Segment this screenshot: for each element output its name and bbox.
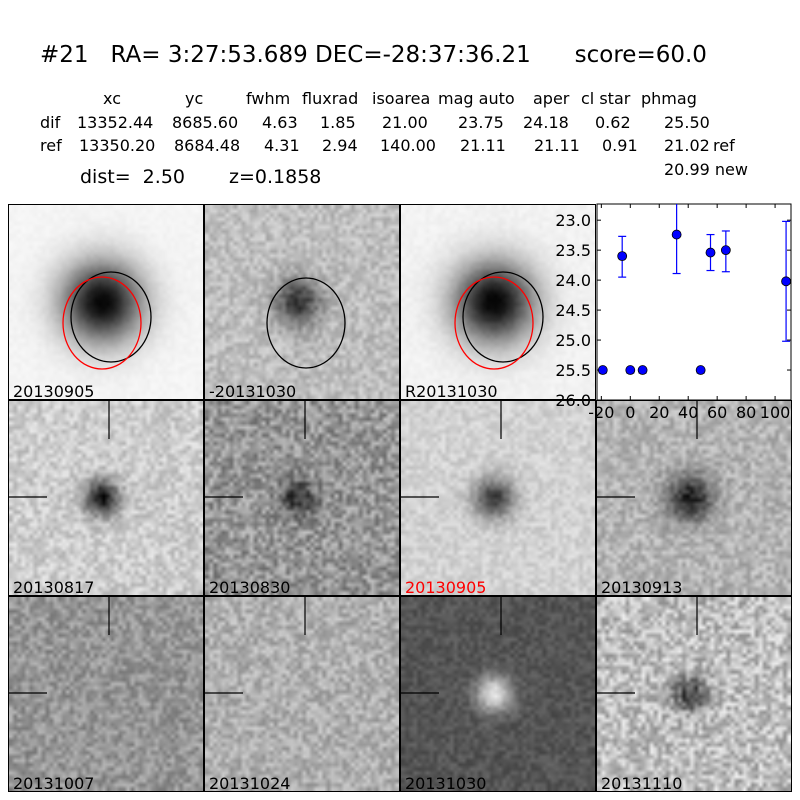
cell: 4.31 <box>264 136 300 155</box>
col-mag-auto: mag auto <box>438 89 515 108</box>
stamp-date-label: 20130913 <box>601 578 683 596</box>
data-point <box>637 365 648 375</box>
image-stamp-20130913: 20130913 <box>596 400 792 596</box>
aperture-circle-black <box>70 271 152 363</box>
stamp-image <box>401 401 595 595</box>
stamp-date-label: 20130830 <box>209 578 291 596</box>
image-stamp-20131110: 20131110 <box>596 596 792 792</box>
col-cl-star: cl star <box>581 89 631 108</box>
cell: 21.11 <box>460 136 506 155</box>
cell: 24.18 <box>523 113 569 132</box>
stamp-image <box>401 597 595 791</box>
aperture-circle-red <box>62 276 142 370</box>
stamp-image <box>401 205 595 399</box>
stamp-date-label: R20131030 <box>405 382 498 400</box>
data-point <box>617 251 628 262</box>
image-stamp-20131007: 20131007 <box>8 596 204 792</box>
aperture-circle-black <box>266 277 346 369</box>
image-stamp-20130905: 20130905 <box>400 400 596 596</box>
image-stamp-R20131030: R20131030 <box>400 204 596 400</box>
cell: 21.00 <box>382 113 428 132</box>
col-xc: xc <box>103 89 121 108</box>
image-stamp-20130817: 20130817 <box>8 400 204 596</box>
cell: 8685.60 <box>172 113 239 132</box>
cell: 0.91 <box>602 136 638 155</box>
stamp-date-label: 20130817 <box>13 578 95 596</box>
col-aper: aper <box>533 89 570 108</box>
data-point <box>671 229 682 240</box>
row-label: ref <box>40 136 62 155</box>
stamp-image <box>205 401 399 595</box>
cell: 13350.20 <box>79 136 156 155</box>
stamp-date-label: 20130905 <box>13 382 95 400</box>
dist-value: dist= 2.50 <box>80 166 185 188</box>
stamp-date-label: 20131030 <box>405 774 487 792</box>
cell: 13352.44 <box>77 113 154 132</box>
cell: 23.75 <box>458 113 504 132</box>
stamp-image <box>597 401 791 595</box>
stamp-image <box>9 205 203 399</box>
stamp-date-label: 20131024 <box>209 774 291 792</box>
stamp-image <box>597 597 791 791</box>
new-phmag: 20.99 new <box>664 160 748 179</box>
col-yc: yc <box>185 89 204 108</box>
image-stamp-20130830: 20130830 <box>204 400 400 596</box>
aperture-circle-black <box>462 271 544 363</box>
stamp-image <box>205 597 399 791</box>
stamp-date-label: 20131110 <box>601 774 683 792</box>
z-value: z=0.1858 <box>229 166 322 188</box>
data-point <box>781 276 791 287</box>
stamp-image <box>205 205 399 399</box>
data-point <box>625 365 636 375</box>
cell: ref <box>713 136 735 155</box>
stamp-date-label: 20130905 <box>405 578 487 596</box>
data-point <box>597 365 608 375</box>
cell: 21.02 <box>664 136 710 155</box>
stamp-date-label: -20131030 <box>209 382 297 400</box>
col-isoarea: isoarea <box>372 89 431 108</box>
data-point <box>720 245 731 256</box>
col-phmag: phmag <box>641 89 697 108</box>
row-label: dif <box>40 113 61 132</box>
cell: 1.85 <box>320 113 356 132</box>
cell: 4.63 <box>262 113 298 132</box>
cell: 25.50 <box>664 113 710 132</box>
cell: 0.62 <box>595 113 631 132</box>
stamp-image <box>9 597 203 791</box>
stamp-image <box>9 401 203 595</box>
cell: 140.00 <box>380 136 436 155</box>
data-point <box>695 365 706 375</box>
col-fluxrad: fluxrad <box>302 89 359 108</box>
image-stamp--20131030: -20131030 <box>204 204 400 400</box>
cell: 8684.48 <box>174 136 241 155</box>
image-stamp-20130905: 20130905 <box>8 204 204 400</box>
plot-area <box>596 203 792 401</box>
cell: 2.94 <box>322 136 358 155</box>
aperture-circle-red <box>454 276 534 370</box>
image-stamp-20131024: 20131024 <box>204 596 400 792</box>
cell: 21.11 <box>534 136 580 155</box>
figure-title: #21 RA= 3:27:53.689 DEC=-28:37:36.21 sco… <box>40 42 707 68</box>
stamp-date-label: 20131007 <box>13 774 95 792</box>
image-stamp-20131030: 20131030 <box>400 596 596 792</box>
col-fwhm: fwhm <box>246 89 291 108</box>
data-point <box>705 247 716 258</box>
